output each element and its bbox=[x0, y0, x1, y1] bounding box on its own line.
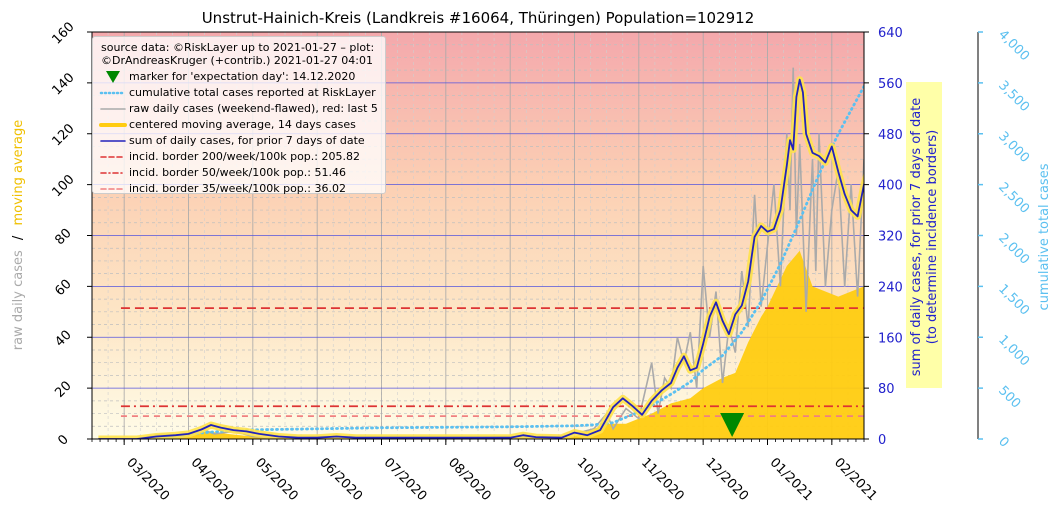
right1-tick-label: 80 bbox=[878, 382, 895, 397]
legend-label: cumulative total cases reported at RiskL… bbox=[129, 86, 376, 99]
left-axis-label-raw: raw daily cases bbox=[11, 250, 26, 350]
x-tick-label: 12/2020 bbox=[702, 455, 751, 504]
right1-tick-label: 640 bbox=[878, 26, 903, 41]
right1-tick-label: 320 bbox=[878, 230, 903, 245]
left-tick-label: 160 bbox=[49, 19, 77, 47]
x-tick-label: 07/2020 bbox=[381, 455, 430, 504]
legend-label: raw daily cases (weekend-flawed), red: l… bbox=[129, 102, 378, 115]
right1-tick-label: 560 bbox=[878, 77, 903, 92]
right1-tick-label: 400 bbox=[878, 179, 903, 194]
left-tick-label: 20 bbox=[52, 378, 74, 400]
right-axis-1-label-line1: sum of daily cases, for prior 7 days of … bbox=[909, 98, 924, 377]
legend-entry: centered moving average, 14 days cases bbox=[93, 117, 383, 133]
moving-average-area bbox=[137, 250, 864, 439]
right2-tick-label: 3,500 bbox=[995, 78, 1032, 115]
legend-entry: incid. border 35/week/100k pop.: 36.02 bbox=[93, 181, 383, 197]
legend-entry: incid. border 200/week/100k pop.: 205.82 bbox=[93, 149, 383, 165]
raw-daily-cases-line bbox=[136, 67, 864, 439]
x-tick-label: 09/2020 bbox=[509, 455, 558, 504]
right2-tick-label: 2,000 bbox=[995, 231, 1032, 268]
x-tick-label: 04/2020 bbox=[188, 455, 237, 504]
right2-tick-label: 0 bbox=[995, 434, 1011, 450]
x-tick-label: 10/2020 bbox=[574, 455, 623, 504]
x-tick-label: 05/2020 bbox=[252, 455, 301, 504]
right1-tick-label: 240 bbox=[878, 280, 903, 295]
legend-label: sum of daily cases, for prior 7 days of … bbox=[129, 134, 365, 147]
right2-tick-label: 500 bbox=[995, 383, 1023, 411]
legend: source data: ©RiskLayer up to 2021-01-27… bbox=[92, 36, 386, 197]
legend-symbol bbox=[100, 140, 126, 142]
x-tick-label: 01/2021 bbox=[767, 455, 816, 504]
right1-tick-label: 0 bbox=[878, 433, 886, 448]
legend-symbol bbox=[100, 108, 126, 110]
chart-title: Unstrut-Hainich-Kreis (Landkreis #16064,… bbox=[202, 9, 755, 27]
expectation-day-marker bbox=[720, 413, 745, 437]
right2-tick-label: 1,000 bbox=[995, 332, 1032, 369]
x-tick-label: 02/2021 bbox=[831, 455, 880, 504]
legend-symbol bbox=[100, 172, 126, 174]
legend-entry: sum of daily cases, for prior 7 days of … bbox=[93, 133, 383, 149]
right-axis-1-label-line2: (to determine incidence borders) bbox=[925, 130, 940, 345]
legend-source: source data: ©RiskLayer up to 2021-01-27… bbox=[101, 41, 374, 67]
legend-source-line2: ©DrAndreasKruger (+contrib.) 2021-01-27 … bbox=[101, 54, 374, 67]
legend-symbol bbox=[99, 91, 127, 95]
right2-tick-label: 3,000 bbox=[995, 129, 1032, 166]
legend-label: incid. border 50/week/100k pop.: 51.46 bbox=[129, 166, 346, 179]
left-axis-label: raw daily cases / moving average bbox=[11, 120, 26, 350]
right2-tick-label: 1,500 bbox=[995, 282, 1032, 319]
left-tick-label: 0 bbox=[55, 432, 71, 448]
right1-tick-label: 160 bbox=[878, 331, 903, 346]
legend-source-line1: source data: ©RiskLayer up to 2021-01-27… bbox=[101, 41, 375, 54]
x-tick-label: 03/2020 bbox=[123, 455, 172, 504]
left-tick-label: 40 bbox=[52, 328, 74, 350]
legend-symbol bbox=[106, 71, 120, 83]
legend-symbol bbox=[100, 188, 126, 190]
seven-day-sum-line bbox=[98, 78, 864, 439]
left-tick-label: 140 bbox=[49, 70, 77, 98]
legend-entry: raw daily cases (weekend-flawed), red: l… bbox=[93, 101, 383, 117]
legend-label: incid. border 200/week/100k pop.: 205.82 bbox=[129, 150, 360, 163]
right1-tick-label: 480 bbox=[878, 128, 903, 143]
right-axis-2-label: cumulative total cases bbox=[1037, 163, 1052, 310]
left-tick-label: 120 bbox=[49, 121, 77, 149]
left-axis-label-sep: / bbox=[11, 235, 26, 240]
legend-entry: marker for 'expectation day': 14.12.2020 bbox=[93, 69, 383, 85]
legend-label: incid. border 35/week/100k pop.: 36.02 bbox=[129, 182, 346, 195]
legend-entry: incid. border 50/week/100k pop.: 51.46 bbox=[93, 165, 383, 181]
x-tick-label: 11/2020 bbox=[638, 455, 687, 504]
left-tick-label: 60 bbox=[52, 277, 74, 299]
legend-label: centered moving average, 14 days cases bbox=[129, 118, 356, 131]
legend-symbol bbox=[99, 123, 127, 127]
x-tick-label: 06/2020 bbox=[316, 455, 365, 504]
data-marks bbox=[98, 67, 864, 439]
legend-entry: cumulative total cases reported at RiskL… bbox=[93, 85, 383, 101]
x-tick-label: 08/2020 bbox=[445, 455, 494, 504]
right-axis-1-label-bg bbox=[906, 82, 942, 388]
left-tick-label: 100 bbox=[49, 172, 77, 200]
left-axis-label-avg: moving average bbox=[11, 120, 26, 226]
left-tick-label: 80 bbox=[52, 226, 74, 248]
right2-tick-label: 2,500 bbox=[995, 180, 1032, 217]
legend-symbol bbox=[100, 156, 126, 158]
right2-tick-label: 4,000 bbox=[995, 27, 1032, 64]
legend-label: marker for 'expectation day': 14.12.2020 bbox=[129, 70, 356, 83]
